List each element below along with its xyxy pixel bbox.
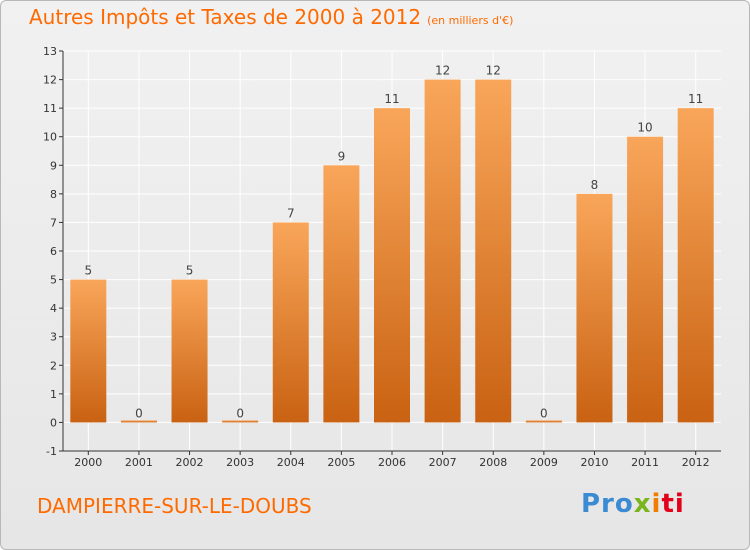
bar-value-label: 0 (236, 406, 244, 420)
logo-part-3: i (651, 489, 662, 519)
y-tick-label: 10 (43, 131, 57, 144)
y-tick-label: 13 (43, 45, 57, 58)
bar (576, 193, 613, 423)
x-tick-label: 2008 (479, 456, 507, 469)
bar-value-label: 10 (637, 121, 652, 135)
bar-value-label: 11 (688, 92, 703, 106)
bar-value-label: 0 (135, 406, 143, 420)
bar-value-label: 9 (338, 149, 346, 163)
bar (70, 279, 107, 423)
chart-title: Autres Impôts et Taxes de 2000 à 2012 (en… (29, 5, 513, 29)
x-tick-label: 2003 (226, 456, 254, 469)
y-tick-label: 12 (43, 74, 57, 87)
bar-value-label: 12 (486, 64, 501, 78)
x-tick-label: 2004 (277, 456, 305, 469)
bar (475, 79, 512, 423)
bar (323, 165, 360, 423)
x-tick-label: 2009 (530, 456, 558, 469)
y-tick-label: 7 (50, 216, 57, 229)
bar (525, 420, 562, 423)
y-tick-label: 11 (43, 102, 57, 115)
chart-title-text: Autres Impôts et Taxes de 2000 à 2012 (29, 5, 422, 29)
y-tick-label: 8 (50, 188, 57, 201)
x-tick-label: 2005 (327, 456, 355, 469)
bar-value-label: 0 (540, 406, 548, 420)
chart-subtitle: (en milliers d'€) (427, 14, 514, 27)
bar-value-label: 7 (287, 206, 295, 220)
y-tick-label: 3 (50, 331, 57, 344)
y-tick-label: 6 (50, 245, 57, 258)
data-labels: 5 0 5 0 7 9 11 12 12 0 8 10 11 (84, 64, 703, 421)
logo-part-4: ti (661, 489, 685, 519)
bar (374, 108, 410, 423)
bar (677, 108, 714, 423)
bar-value-label: 5 (84, 264, 92, 278)
x-tick-label: 2010 (580, 456, 608, 469)
bars (70, 79, 714, 423)
x-tick-label: 2006 (378, 456, 406, 469)
x-tick-label: 2007 (429, 456, 457, 469)
bar (424, 79, 461, 423)
bar-value-label: 5 (186, 264, 194, 278)
bar-value-label: 8 (591, 178, 599, 192)
y-tick-label: 4 (50, 302, 57, 315)
bar (222, 420, 259, 423)
bar-value-label: 11 (384, 92, 399, 106)
bar (272, 222, 309, 423)
y-tick-label: 1 (50, 388, 57, 401)
y-tick-label: 5 (50, 274, 57, 287)
logo-part-1: Pro (581, 489, 634, 519)
bar (627, 136, 664, 423)
proxiti-logo: Proxiti (581, 489, 685, 519)
logo-part-2: x (633, 489, 652, 519)
y-tick-label: -1 (46, 445, 57, 458)
y-tick-label: 0 (50, 416, 57, 429)
x-tick-label: 2001 (125, 456, 153, 469)
commune-name: DAMPIERRE-SUR-LE-DOUBS (37, 494, 312, 518)
bar (120, 420, 157, 423)
x-tick-label: 2002 (176, 456, 204, 469)
x-tick-label: 2000 (74, 456, 102, 469)
x-tick-label: 2012 (682, 456, 710, 469)
x-tick-label: 2011 (631, 456, 659, 469)
bar (171, 279, 208, 423)
bar-value-label: 12 (435, 64, 450, 78)
y-tick-label: 9 (50, 159, 57, 172)
y-tick-label: 2 (50, 359, 57, 372)
